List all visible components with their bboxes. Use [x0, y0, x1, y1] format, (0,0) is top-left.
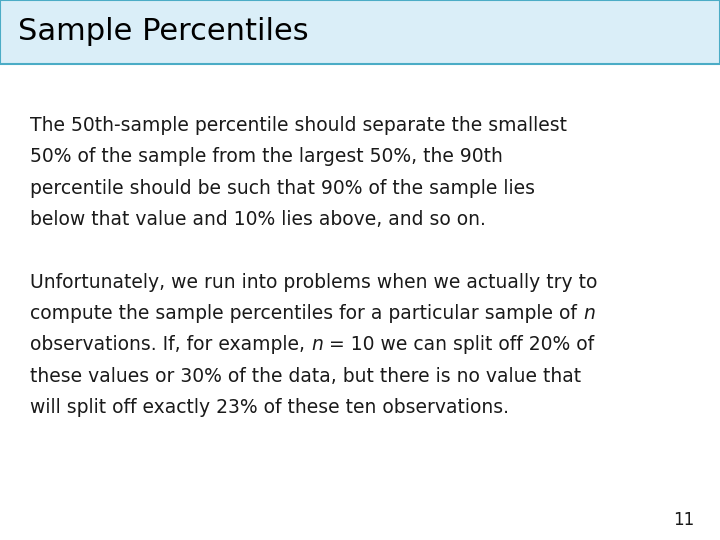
Text: The 50th-sample percentile should separate the smallest: The 50th-sample percentile should separa… — [30, 116, 567, 135]
Text: Sample Percentiles: Sample Percentiles — [18, 17, 309, 46]
Text: 11: 11 — [673, 511, 695, 529]
Text: = 10 we can split off 20% of: = 10 we can split off 20% of — [323, 335, 594, 354]
Text: n: n — [311, 335, 323, 354]
Text: compute the sample percentiles for a particular sample of: compute the sample percentiles for a par… — [30, 304, 583, 323]
Text: Unfortunately, we run into problems when we actually try to: Unfortunately, we run into problems when… — [30, 273, 598, 292]
Text: will split off exactly 23% of these ten observations.: will split off exactly 23% of these ten … — [30, 398, 509, 417]
Text: these values or 30% of the data, but there is no value that: these values or 30% of the data, but the… — [30, 367, 581, 386]
Text: observations. If, for example,: observations. If, for example, — [30, 335, 311, 354]
Text: below that value and 10% lies above, and so on.: below that value and 10% lies above, and… — [30, 210, 486, 229]
Text: 50% of the sample from the largest 50%, the 90th: 50% of the sample from the largest 50%, … — [30, 147, 503, 166]
Text: percentile should be such that 90% of the sample lies: percentile should be such that 90% of th… — [30, 179, 535, 198]
FancyBboxPatch shape — [0, 0, 720, 64]
Text: n: n — [583, 304, 595, 323]
